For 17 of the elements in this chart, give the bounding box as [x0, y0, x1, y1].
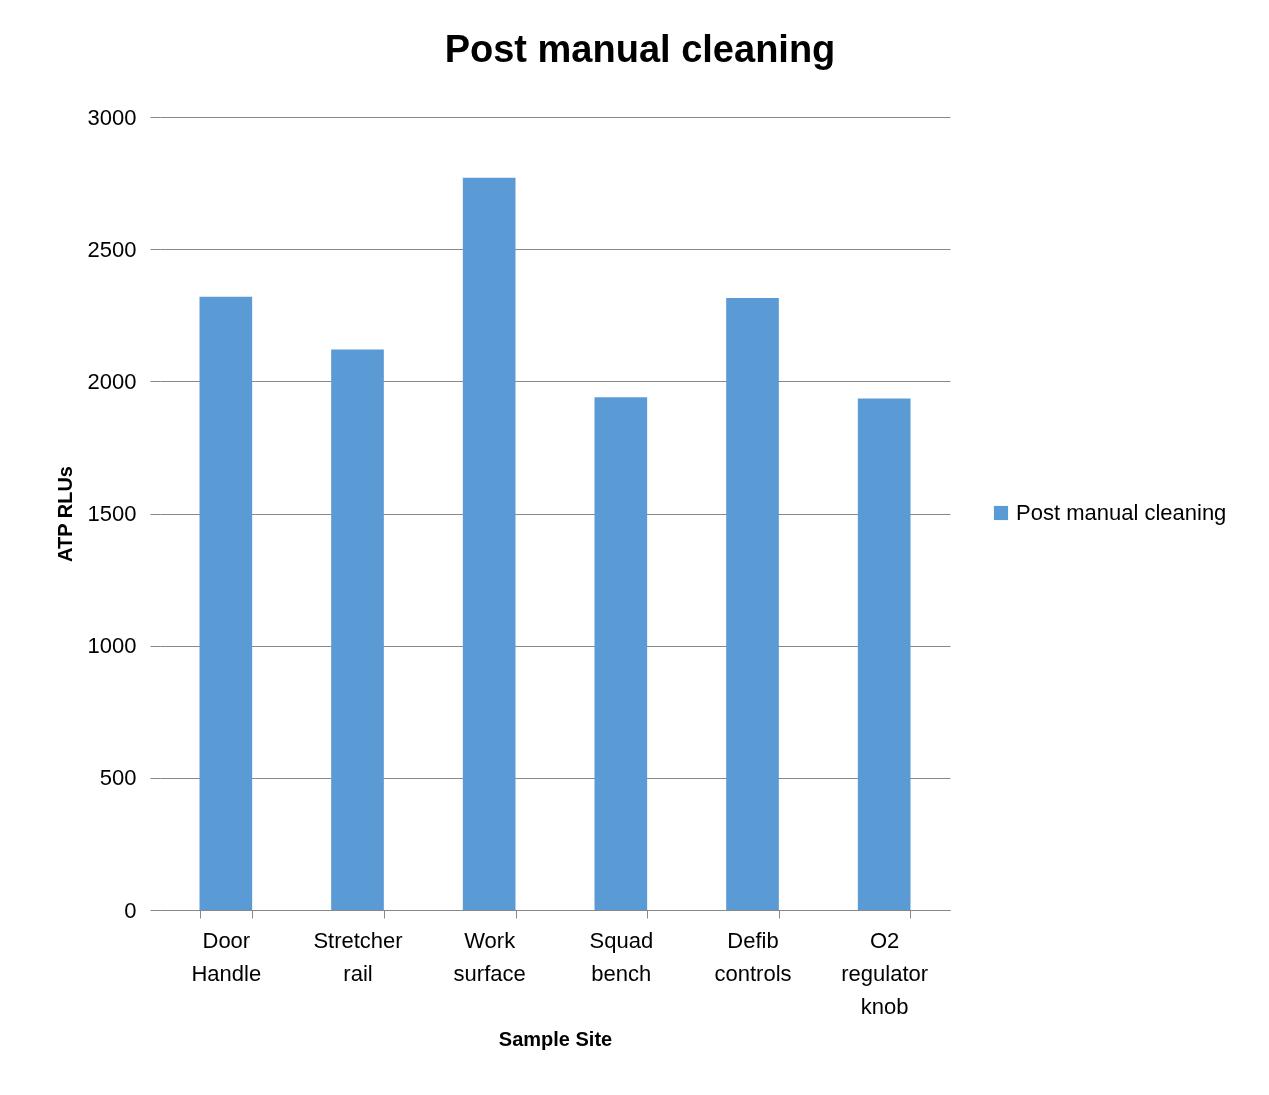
- y-tick-label: 1500: [87, 501, 137, 526]
- x-axis-title: Sample Site: [498, 1027, 613, 1050]
- y-tick-label: 2500: [87, 236, 137, 262]
- x-tick-label: Stretcher rail: [313, 927, 403, 986]
- x-tick-label: Work surface: [453, 927, 526, 986]
- y-tick-label: 500: [99, 765, 137, 791]
- x-tick-label: Defib controls: [714, 927, 792, 986]
- x-tick-label: Squad bench: [589, 927, 654, 986]
- x-tick-label: Door Handle: [191, 927, 262, 986]
- y-axis-title: ATP RLUs: [53, 466, 76, 562]
- y-tick-label: 2000: [87, 368, 137, 394]
- legend-label: Post manual cleaning: [1016, 500, 1227, 525]
- y-tick-label: 3000: [87, 104, 137, 130]
- y-tick-label: 1000: [87, 633, 137, 659]
- y-tick-label: 0: [124, 897, 137, 923]
- x-tick-label: O2 regulator knob: [841, 927, 929, 1019]
- chart-title: Post manual cleaning: [444, 28, 836, 70]
